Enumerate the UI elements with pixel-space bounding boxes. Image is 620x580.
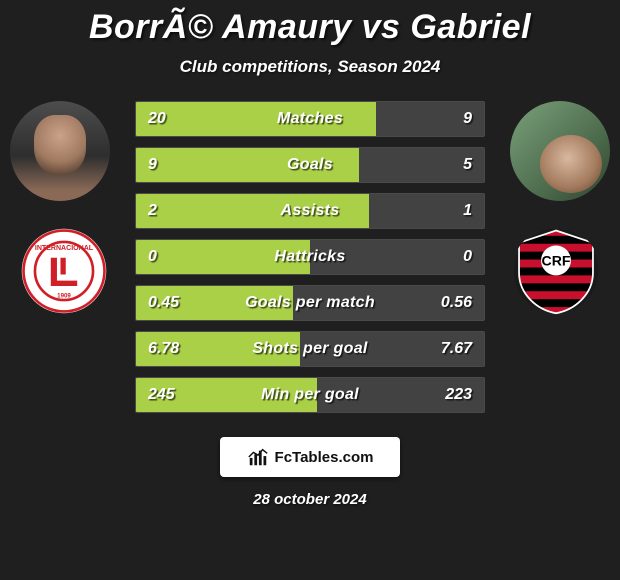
stat-row: 20 9 Matches: [135, 101, 485, 137]
svg-text:1909: 1909: [57, 292, 71, 299]
stat-value-right: 5: [463, 156, 472, 174]
stat-row: 2 1 Assists: [135, 193, 485, 229]
club-left-badge: INTERNACIONAL 1909: [20, 227, 108, 315]
player-left-avatar: [10, 101, 110, 201]
stat-value-left: 0: [148, 248, 157, 266]
stat-label: Matches: [277, 110, 343, 128]
stat-value-right: 0: [463, 248, 472, 266]
stat-row: 245 223 Min per goal: [135, 377, 485, 413]
stat-value-right: 7.67: [441, 340, 472, 358]
stats-rows: 20 9 Matches 9 5 Goals 2 1 Assists 0 0 Hattricks 0.4…: [135, 101, 485, 413]
stat-row: 9 5 Goals: [135, 147, 485, 183]
stat-value-left: 20: [148, 110, 166, 128]
source-badge[interactable]: FcTables.com: [220, 437, 400, 477]
svg-text:CRF: CRF: [542, 253, 571, 269]
stat-label: Assists: [280, 202, 339, 220]
stat-value-right: 0.56: [441, 294, 472, 312]
comparison-card: BorrÃ© Amaury vs Gabriel Club competitio…: [0, 0, 620, 580]
player-right-avatar: [510, 101, 610, 201]
stat-row: 6.78 7.67 Shots per goal: [135, 331, 485, 367]
stat-row: 0 0 Hattricks: [135, 239, 485, 275]
page-subtitle: Club competitions, Season 2024: [0, 57, 620, 77]
stat-value-left: 6.78: [148, 340, 179, 358]
stat-row: 0.45 0.56 Goals per match: [135, 285, 485, 321]
footer-date: 28 october 2024: [0, 491, 620, 508]
stat-value-left: 245: [148, 386, 175, 404]
stat-value-right: 1: [463, 202, 472, 220]
stat-label: Shots per goal: [252, 340, 367, 358]
chart-icon: [247, 446, 269, 468]
stat-label: Goals: [287, 156, 333, 174]
stat-value-right: 223: [445, 386, 472, 404]
stat-value-right: 9: [463, 110, 472, 128]
stat-label: Goals per match: [245, 294, 375, 312]
source-label: FcTables.com: [275, 449, 374, 466]
flamengo-icon: CRF: [512, 227, 600, 315]
comparison-content: INTERNACIONAL 1909 CRF: [0, 101, 620, 413]
svg-text:INTERNACIONAL: INTERNACIONAL: [35, 245, 94, 252]
stat-value-left: 9: [148, 156, 157, 174]
stat-label: Min per goal: [261, 386, 359, 404]
club-right-badge: CRF: [512, 227, 600, 315]
page-title: BorrÃ© Amaury vs Gabriel: [0, 8, 620, 47]
stat-value-left: 2: [148, 202, 157, 220]
internacional-icon: INTERNACIONAL 1909: [20, 227, 108, 315]
stat-label: Hattricks: [274, 248, 345, 266]
stat-value-left: 0.45: [148, 294, 179, 312]
